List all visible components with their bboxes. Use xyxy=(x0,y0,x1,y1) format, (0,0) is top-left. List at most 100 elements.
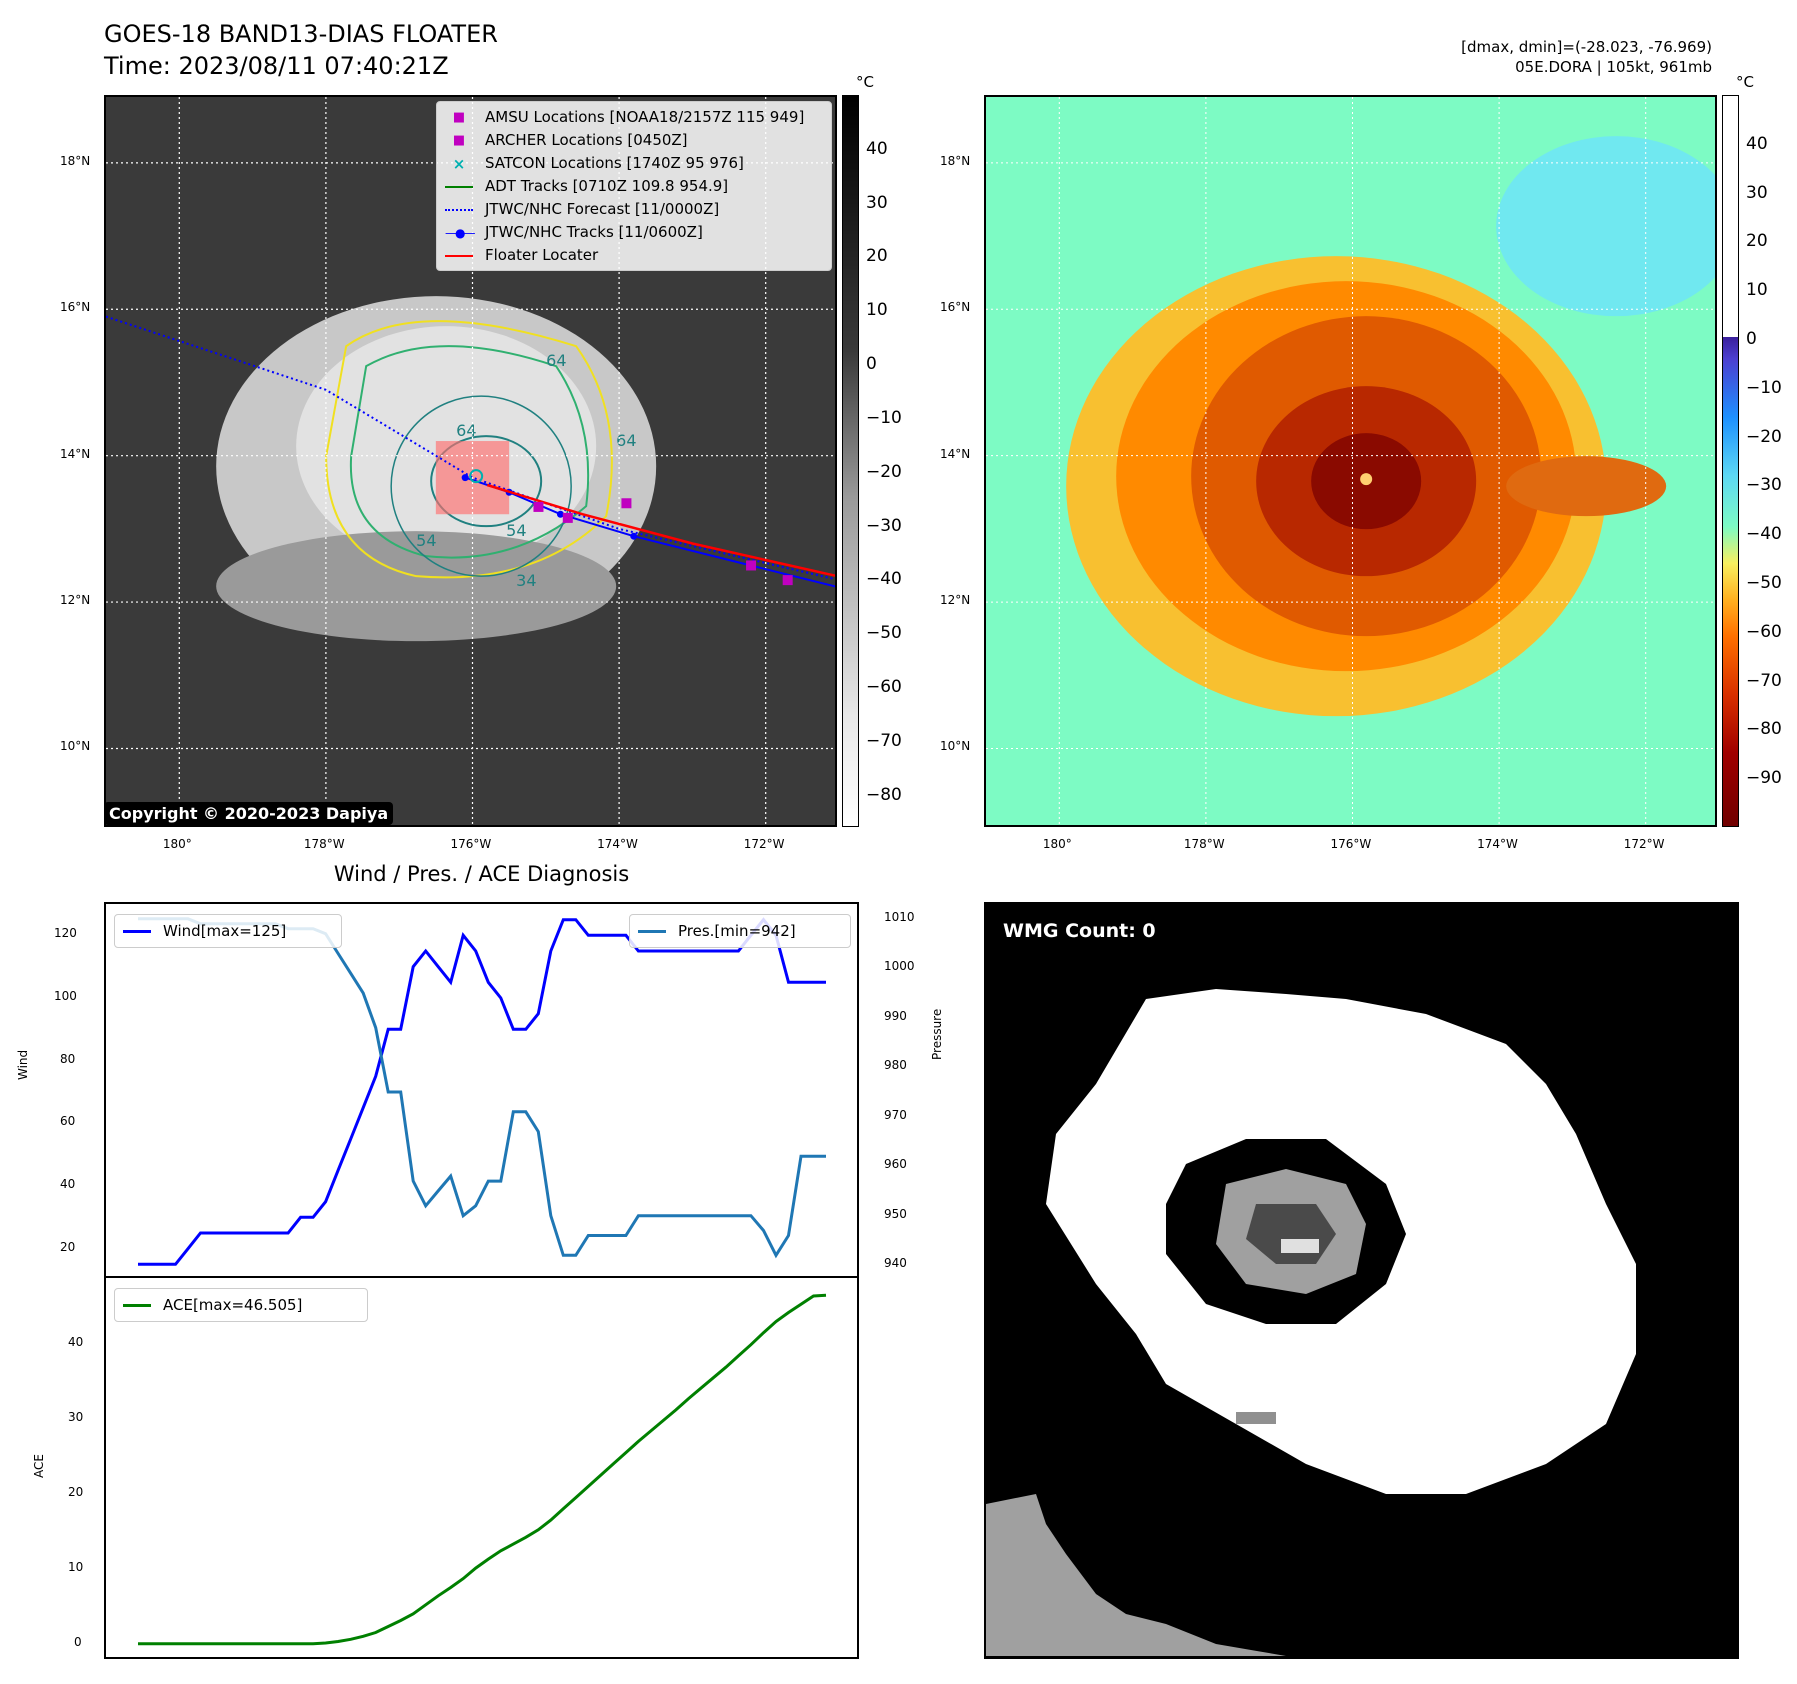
lat-tick-label: 12°N xyxy=(940,593,971,608)
legend-item: JTWC/NHC Forecast [11/0000Z] xyxy=(445,201,719,217)
wind-pressure-chart: Wind[max=125] Pres.[min=942] xyxy=(104,902,859,1278)
pressure-legend: Pres.[min=942] xyxy=(629,914,851,948)
colorbar-tick-label: −70 xyxy=(866,730,902,751)
wmg-count-label: WMG Count: 0 xyxy=(1003,920,1156,942)
colorbar-tick-label: −10 xyxy=(866,407,902,428)
copyright-label: Copyright © 2020-2023 Dapiya xyxy=(104,802,394,825)
contour-inner xyxy=(430,435,543,528)
ace-chart: ACE[max=46.505] xyxy=(104,1276,859,1659)
contour-label: 54 xyxy=(506,521,526,540)
square-marker-icon: ■ xyxy=(452,132,466,148)
dot-line-icon: —●— xyxy=(445,225,475,240)
lat-tick-label: 16°N xyxy=(60,300,91,315)
wmg-eye-center xyxy=(1281,1239,1319,1253)
lon-tick-label: 176°W xyxy=(1330,837,1372,851)
best-track-point xyxy=(836,584,838,591)
colorbar-tick-label: −90 xyxy=(1746,768,1782,789)
legend-label: ADT Tracks [0710Z 109.8 954.9] xyxy=(485,177,729,195)
wind-series-line xyxy=(138,917,826,1266)
wmg-panel xyxy=(984,902,1739,1659)
contour-label: 34 xyxy=(516,571,536,590)
contour-label: 54 xyxy=(416,531,436,550)
lat-tick-label: 16°N xyxy=(940,300,971,315)
pressure-tick-label: 950 xyxy=(884,1206,907,1221)
lat-tick-label: 18°N xyxy=(940,153,971,168)
lon-tick-label: 172°W xyxy=(1623,837,1665,851)
lon-tick-label: 174°W xyxy=(597,837,638,851)
page-title: GOES-18 BAND13-DIAS FLOATER xyxy=(104,20,498,48)
wind-tick-label: 120 xyxy=(54,926,77,941)
storm-info: 05E.DORA | 105kt, 961mb xyxy=(1515,58,1712,76)
ir-colorbar xyxy=(842,95,859,827)
colorbar-tick-label: 20 xyxy=(1746,231,1768,252)
pressure-tick-label: 970 xyxy=(884,1107,907,1122)
ace-line-icon xyxy=(123,1304,151,1307)
ir-satellite-panel: 64 64 64 54 54 34 ■ AMSU Locations [NOAA18/215… xyxy=(104,95,837,827)
lon-tick-label: 180° xyxy=(1042,837,1072,851)
colorbar-tick-label: −80 xyxy=(866,784,902,805)
legend-item: × SATCON Locations [1740Z 95 976] xyxy=(445,155,744,172)
colorbar-tick-label: 10 xyxy=(1746,280,1768,301)
legend-label: ARCHER Locations [0450Z] xyxy=(485,131,688,149)
lat-tick-label: 14°N xyxy=(940,446,971,461)
enhanced-colorbar xyxy=(1722,95,1739,827)
lat-tick-label: 10°N xyxy=(60,739,91,754)
colorbar-unit: °C xyxy=(856,73,874,91)
colorbar-tick-label: −40 xyxy=(866,569,902,590)
wind-tick-label: 60 xyxy=(60,1114,76,1129)
colorbar-tick-label: −80 xyxy=(1746,719,1782,740)
wind-legend-item: Wind[max=125] xyxy=(123,923,286,939)
colorbar-tick-label: −50 xyxy=(866,623,902,644)
line-icon xyxy=(445,254,473,257)
legend-item: ■ ARCHER Locations [0450Z] xyxy=(445,132,688,149)
colorbar-tick-label: −60 xyxy=(866,677,902,698)
lat-tick-label: 10°N xyxy=(940,739,971,754)
pressure-legend-item: Pres.[min=942] xyxy=(638,923,796,939)
colorbar-tick-label: −20 xyxy=(1746,426,1782,447)
amsu-point xyxy=(746,560,757,571)
ace-tick-label: 40 xyxy=(68,1334,84,1349)
ace-tick-label: 10 xyxy=(68,1559,84,1574)
pressure-line-icon xyxy=(638,930,666,933)
best-track-point xyxy=(630,532,638,540)
ace-ylabel: ACE xyxy=(32,1454,46,1478)
lon-tick-label: 174°W xyxy=(1477,837,1518,851)
wmg-gray-region xyxy=(986,1494,1286,1656)
lon-tick-label: 180° xyxy=(162,837,192,851)
outer-band-east xyxy=(1506,456,1667,517)
page-time: Time: 2023/08/11 07:40:21Z xyxy=(104,52,449,80)
contour-label: 64 xyxy=(456,421,476,440)
legend-label: JTWC/NHC Forecast [11/0000Z] xyxy=(485,200,720,218)
wind-legend: Wind[max=125] xyxy=(114,914,342,948)
map-legend: ■ AMSU Locations [NOAA18/2157Z 115 949] ■ A… xyxy=(436,101,832,271)
amsu-point xyxy=(533,501,544,512)
ir-map-svg: 64 64 64 54 54 34 xyxy=(106,97,838,825)
colorbar-tick-label: 40 xyxy=(1746,133,1768,154)
pressure-tick-label: 1000 xyxy=(884,959,915,974)
contour-yellow xyxy=(325,320,613,579)
ace-series-line xyxy=(138,1293,827,1646)
lat-tick-label: 12°N xyxy=(60,593,91,608)
diagnosis-title: Wind / Pres. / ACE Diagnosis xyxy=(333,862,630,886)
floater-track xyxy=(486,483,835,577)
wind-ylabel: Wind xyxy=(16,1049,30,1080)
lon-tick-label: 178°W xyxy=(1183,837,1225,851)
outer-band xyxy=(216,531,617,642)
ace-legend-item: ACE[max=46.505] xyxy=(123,1297,302,1313)
cool-region xyxy=(1496,136,1715,317)
ace-legend-label: ACE[max=46.505] xyxy=(163,1296,303,1314)
ace-tick-label: 0 xyxy=(74,1634,82,1649)
ace-tick-label: 20 xyxy=(68,1484,84,1499)
amsu-point xyxy=(621,498,632,509)
lat-tick-label: 18°N xyxy=(60,153,91,168)
wmg-gray-spot xyxy=(1236,1412,1276,1424)
pressure-tick-label: 940 xyxy=(884,1256,907,1271)
wind-tick-label: 100 xyxy=(54,989,77,1003)
x-marker-icon: × xyxy=(452,154,466,173)
ace-svg xyxy=(138,1293,827,1646)
legend-label: AMSU Locations [NOAA18/2157Z 115 949] xyxy=(485,108,805,126)
colorbar-tick-label: 20 xyxy=(866,246,888,267)
pressure-tick-label: 1010 xyxy=(884,909,915,924)
colorbar-tick-label: 30 xyxy=(866,192,888,213)
colorbar-tick-label: −10 xyxy=(1746,377,1782,398)
